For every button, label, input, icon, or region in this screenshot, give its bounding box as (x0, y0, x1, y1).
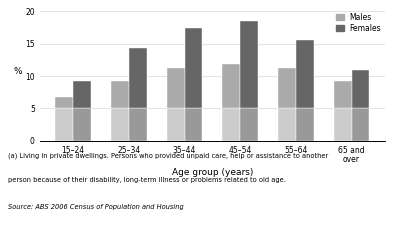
Bar (352, 69, 369, 108)
Bar (278, 68, 296, 108)
Bar (352, 108, 369, 141)
Bar (129, 108, 147, 141)
Bar (222, 64, 240, 108)
Text: (a) Living in private dwellings. Persons who provided unpaid care, help or assis: (a) Living in private dwellings. Persons… (8, 152, 328, 159)
Bar (240, 108, 258, 141)
Bar (334, 108, 352, 141)
Bar (56, 108, 73, 141)
Y-axis label: %: % (14, 67, 23, 76)
Bar (296, 108, 314, 141)
Bar (278, 108, 296, 141)
Bar (111, 108, 129, 141)
Text: person because of their disability, long-term illness or problems related to old: person because of their disability, long… (8, 177, 286, 183)
Bar (167, 68, 185, 108)
Bar (185, 27, 202, 108)
Bar (222, 108, 240, 141)
Bar (240, 21, 258, 108)
X-axis label: Age group (years): Age group (years) (172, 168, 253, 178)
Bar (56, 97, 73, 108)
Bar (167, 108, 185, 141)
Bar (185, 108, 202, 141)
Bar (334, 81, 352, 108)
Bar (73, 108, 91, 141)
Bar (73, 81, 91, 108)
Bar (296, 40, 314, 108)
Bar (111, 81, 129, 108)
Legend: Males, Females: Males, Females (336, 12, 381, 33)
Bar (129, 48, 147, 108)
Text: Source: ABS 2006 Census of Population and Housing: Source: ABS 2006 Census of Population an… (8, 204, 184, 210)
